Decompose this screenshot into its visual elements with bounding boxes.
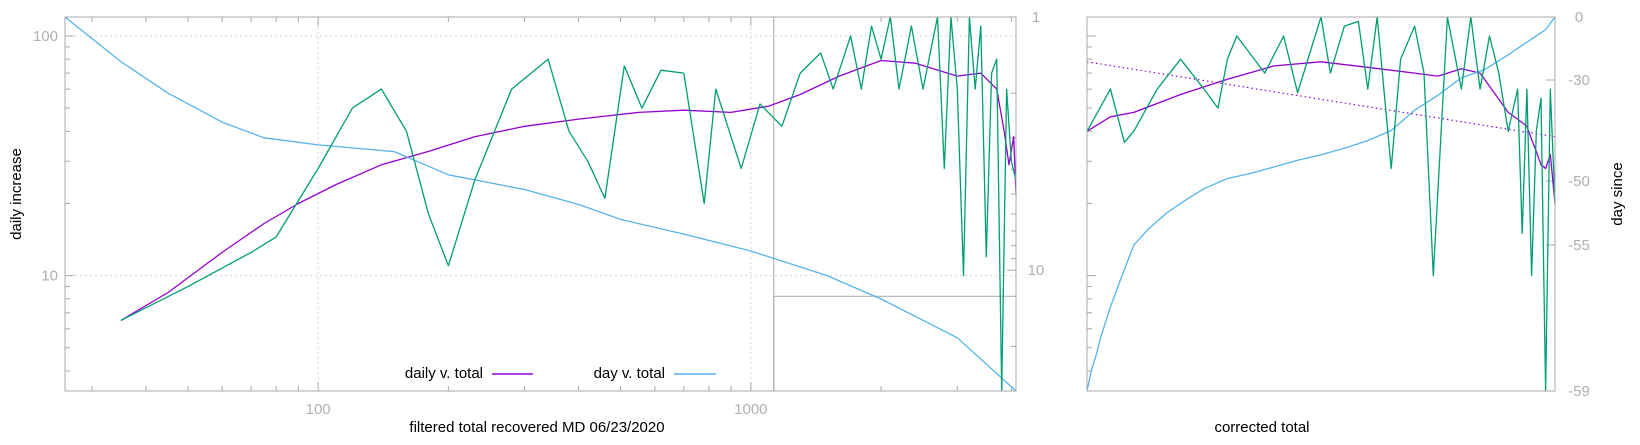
y2-tick-label: -59 <box>1568 383 1590 400</box>
right-frame <box>1086 16 1556 392</box>
right-series-line-2 <box>1086 16 1556 392</box>
right-plot-area: 0 -30 -50 -55 -59 <box>1086 9 1590 400</box>
legend: daily v. total day v. total <box>405 365 716 382</box>
y2-tick-label: 1 <box>1032 9 1040 26</box>
legend-label-day: day v. total <box>594 365 665 382</box>
right-series-line-0 <box>1086 61 1556 138</box>
left-plot-area: 100 1000 10 100 1 10 <box>33 9 1044 418</box>
series-line-raw-2 <box>120 16 1017 392</box>
x-tick-label: 1000 <box>734 401 767 418</box>
y2-tick-label: -55 <box>1568 237 1590 254</box>
y-tick-label: 100 <box>33 28 58 45</box>
y2-tick-label: 10 <box>1028 262 1045 279</box>
y2-tick-label: 0 <box>1575 9 1583 26</box>
right-xlabel: corrected total <box>1214 419 1309 436</box>
right-ylabel: day since <box>1609 162 1626 225</box>
x-tick-label: 100 <box>306 401 331 418</box>
right-series-line-1 <box>1086 61 1556 204</box>
y-tick-label: 10 <box>41 268 58 285</box>
y2-tick-label: -50 <box>1568 173 1590 190</box>
series-line-daily-v-total <box>120 59 1017 321</box>
left-ylabel: daily increase <box>8 148 25 240</box>
y2-tick-label: -30 <box>1568 72 1590 89</box>
inset-rect <box>773 295 1017 392</box>
left-frame <box>64 16 1017 392</box>
legend-label-daily: daily v. total <box>405 365 483 382</box>
series-line-day-v-total <box>64 16 1017 392</box>
right-series-line-3 <box>1086 16 1556 392</box>
left-xlabel: filtered total recovered MD 06/23/2020 <box>409 419 664 436</box>
